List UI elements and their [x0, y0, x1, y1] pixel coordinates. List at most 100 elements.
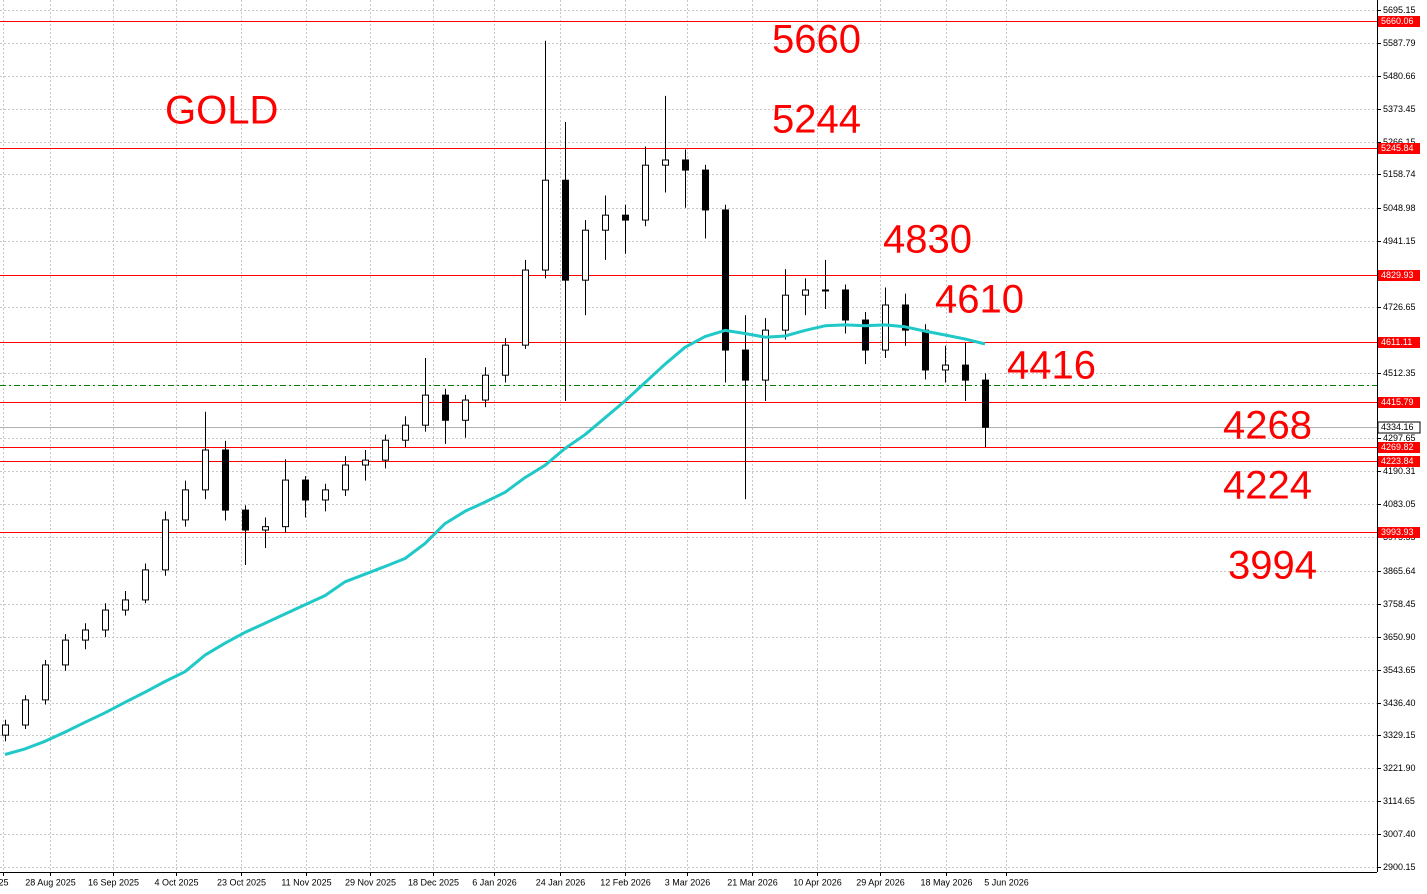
y-tick-label: 5266.15	[1383, 137, 1416, 147]
candle-body	[782, 294, 789, 331]
level-price-label: 4223.84	[1381, 456, 1414, 466]
candle-body	[82, 629, 89, 641]
y-tick-label: 2900.15	[1383, 862, 1416, 872]
moving-average	[4, 323, 986, 756]
y-tick-label: 5373.45	[1383, 104, 1416, 114]
candle-body	[942, 364, 949, 371]
plot	[2, 40, 989, 756]
x-tick-label: 11 Nov 2025	[281, 877, 331, 887]
level-price-label: 4611.11	[1381, 337, 1412, 347]
annotation: 4268	[1223, 404, 1312, 448]
y-tick-label: 4941.15	[1383, 236, 1416, 246]
level-price-box	[1378, 143, 1420, 154]
x-tick-label: 18 May 2026	[920, 877, 972, 887]
y-tick-label: 4083.05	[1383, 499, 1416, 509]
candle-body	[542, 179, 549, 271]
candle-body	[762, 329, 769, 381]
candle-body	[582, 229, 589, 281]
candle-body	[962, 364, 969, 381]
candle-body	[662, 159, 669, 166]
candle-body	[822, 289, 829, 292]
candle-body	[422, 394, 429, 426]
candle-body	[922, 329, 929, 371]
candle-body	[182, 489, 189, 521]
x-tick-label: 29 Apr 2026	[856, 877, 905, 887]
candle-body	[982, 379, 989, 428]
x-tick-label: 18 Dec 2025	[408, 877, 459, 887]
candle-body	[482, 374, 489, 401]
candle-body	[122, 599, 129, 611]
level-price-box	[1378, 442, 1420, 453]
level-price-box	[1378, 456, 1420, 467]
level-price-box	[1378, 270, 1420, 281]
x-tick-label: 5 Jun 2026	[984, 877, 1029, 887]
candle-body	[622, 214, 629, 221]
level-price-label: 4415.79	[1381, 397, 1414, 407]
x-tick-label: 25	[0, 877, 9, 887]
candle-body	[862, 319, 869, 351]
y-tick-label: 4512.35	[1383, 368, 1416, 378]
level-price-box	[1378, 527, 1420, 538]
y-tick-label: 3007.40	[1383, 829, 1416, 839]
level-price-box	[1378, 16, 1420, 27]
candle-body	[902, 304, 909, 331]
y-tick-label: 5587.79	[1383, 38, 1416, 48]
y-tick-label: 4726.65	[1383, 302, 1416, 312]
current-price-label: 4334.16	[1381, 422, 1414, 432]
candle-body	[202, 449, 209, 491]
candle-body	[442, 394, 449, 421]
annotation: 5660	[772, 18, 861, 62]
candle-body	[342, 464, 349, 491]
y-tick-label: 5480.66	[1383, 71, 1416, 81]
candle-body	[742, 349, 749, 381]
y-tick-label: 4190.31	[1383, 466, 1416, 476]
level-price-label: 5245.84	[1381, 143, 1414, 153]
candle-body	[262, 526, 269, 531]
y-tick-label: 3650.90	[1383, 632, 1416, 642]
level-price-label: 4829.93	[1381, 270, 1414, 280]
candle-body	[682, 159, 689, 171]
candle-body	[282, 479, 289, 528]
chart-title: GOLD	[165, 89, 278, 133]
candle-body	[322, 489, 329, 501]
level-price-label: 4269.82	[1381, 442, 1414, 452]
y-tick-label: 5695.15	[1383, 5, 1416, 15]
x-tick-label: 29 Nov 2025	[345, 877, 396, 887]
y-tick-label: 3865.64	[1383, 566, 1416, 576]
candle-body	[802, 289, 809, 296]
annotation: 4610	[935, 278, 1024, 322]
candle-body	[162, 519, 169, 571]
grid	[0, 0, 1377, 872]
candle-body	[462, 399, 469, 421]
x-tick-label: 16 Sep 2025	[88, 877, 139, 887]
candle-body	[382, 439, 389, 461]
candle-body	[242, 509, 249, 531]
x-tick-label: 3 Mar 2026	[665, 877, 711, 887]
axes: 5695.15 5587.79 5480.66 5373.45 5266.15 5158.…	[0, 5, 1421, 887]
level-price-label: 3993.93	[1381, 527, 1414, 537]
y-tick-label: 3329.15	[1383, 730, 1416, 740]
x-tick-label: 24 Jan 2026	[536, 877, 586, 887]
y-tick-label: 3114.65	[1383, 796, 1415, 806]
x-tick-label: 21 Mar 2026	[727, 877, 778, 887]
y-tick-label: 5158.74	[1383, 169, 1416, 179]
x-tick-label: 12 Feb 2026	[600, 877, 651, 887]
candle-body	[722, 209, 729, 351]
candle-body	[522, 269, 529, 346]
annotation: 5244	[772, 98, 861, 142]
candle-body	[222, 449, 229, 511]
x-tick-label: 6 Jan 2026	[472, 877, 517, 887]
candle-body	[142, 569, 149, 601]
y-tick-label: 3221.90	[1383, 763, 1416, 773]
candle-body	[602, 214, 609, 231]
y-tick-label: 5048.98	[1383, 203, 1416, 213]
candle-body	[502, 344, 509, 376]
x-tick-label: 4 Oct 2025	[154, 877, 198, 887]
candle-body	[882, 304, 889, 351]
level-price-box	[1378, 397, 1420, 408]
candle-body	[22, 699, 29, 726]
y-tick-label: 3543.65	[1383, 665, 1416, 675]
candle-body	[362, 459, 369, 466]
levels	[0, 21, 1377, 533]
